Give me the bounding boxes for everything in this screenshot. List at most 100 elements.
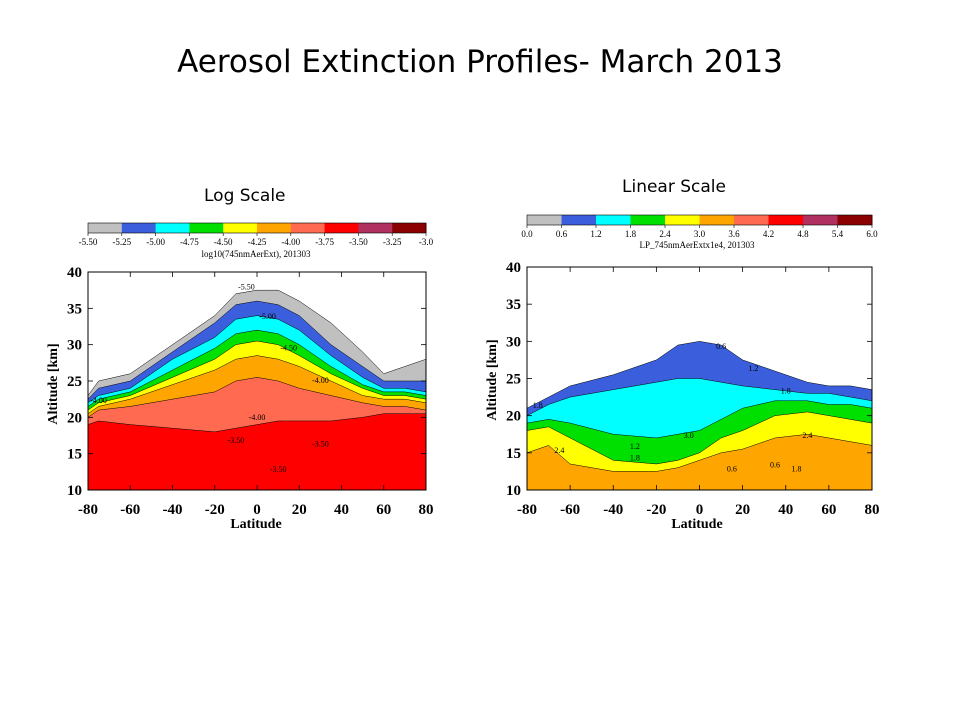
log-colorbar-tick: -4.00 bbox=[281, 237, 300, 247]
linear-x-tick-label: 20 bbox=[735, 502, 750, 518]
log-contour-label: -3.50 bbox=[312, 439, 329, 448]
linear-contour-plot: -80 -60 -40 -20 0 20 40 60 80 10 15 20 25 30 35 40 0.6 1.… bbox=[506, 260, 880, 518]
linear-colorbar-swatch bbox=[837, 215, 873, 225]
linear-x-tick-label: 60 bbox=[821, 502, 836, 518]
linear-contour-label: 1.2 bbox=[748, 364, 758, 373]
linear-contour-label: 3.0 bbox=[684, 431, 694, 440]
log-colorbar-tick: -5.50 bbox=[79, 237, 98, 247]
log-contour-label: -4.00 bbox=[312, 376, 329, 385]
log-y-tick-label: 30 bbox=[67, 338, 82, 354]
linear-colorbar-swatch bbox=[561, 215, 597, 225]
log-colorbar-tick: -4.25 bbox=[248, 237, 267, 247]
log-colorbar-swatch bbox=[88, 223, 123, 233]
log-x-tick-label: 80 bbox=[419, 502, 434, 518]
linear-colorbar-swatch bbox=[734, 215, 769, 225]
linear-colorbar-tick: 3.0 bbox=[694, 229, 706, 239]
linear-y-tick-label: 10 bbox=[506, 483, 521, 499]
log-x-tick-label: -20 bbox=[205, 502, 225, 518]
linear-contour-label: 2.4 bbox=[554, 446, 564, 455]
log-colorbar-swatch bbox=[257, 223, 292, 233]
linear-contour-label: 0.6 bbox=[727, 464, 737, 473]
log-scale-label: Log Scale bbox=[204, 186, 286, 206]
linear-colorbar-swatch bbox=[768, 215, 804, 225]
linear-x-tick-label: -40 bbox=[603, 502, 623, 518]
linear-colorbar-tick: 0.6 bbox=[556, 229, 568, 239]
linear-colorbar-tick: 6.0 bbox=[866, 229, 878, 239]
linear-y-axis-label: Altitude [km] bbox=[485, 339, 500, 420]
linear-x-tick-label: 0 bbox=[696, 502, 704, 518]
linear-colorbar-tick: 1.8 bbox=[625, 229, 637, 239]
log-y-tick-label: 20 bbox=[67, 410, 82, 426]
linear-contour-label: 1.8 bbox=[630, 453, 640, 462]
log-x-tick-label: -60 bbox=[120, 502, 140, 518]
linear-x-tick-label: -80 bbox=[517, 502, 537, 518]
linear-contour-label: 1.8 bbox=[533, 401, 543, 410]
linear-y-tick-label: 40 bbox=[506, 260, 521, 276]
log-x-tick-label: 20 bbox=[292, 502, 307, 518]
linear-contour-label: 0.6 bbox=[716, 342, 726, 351]
log-colorbar-tick: -3.50 bbox=[349, 237, 368, 247]
log-colorbar-swatch bbox=[290, 223, 326, 233]
linear-contour-label: 1.2 bbox=[630, 442, 640, 451]
linear-contour-label: 2.4 bbox=[802, 431, 812, 440]
log-colorbar-swatch bbox=[189, 223, 224, 233]
log-colorbar-tick: -5.25 bbox=[112, 237, 131, 247]
log-contour-label: -4.00 bbox=[90, 396, 107, 405]
linear-contour-label: 1.8 bbox=[792, 464, 802, 473]
linear-y-tick-label: 30 bbox=[506, 334, 521, 350]
linear-colorbar-swatch bbox=[527, 215, 562, 225]
linear-colorbar-tick: 2.4 bbox=[659, 229, 671, 239]
log-x-tick-label: 40 bbox=[334, 502, 349, 518]
linear-colorbar-swatch bbox=[699, 215, 735, 225]
log-colorbar-swatch bbox=[358, 223, 393, 233]
log-x-tick-label: -40 bbox=[163, 502, 183, 518]
log-x-axis-label: Latitude bbox=[230, 517, 281, 532]
log-colorbar-swatch bbox=[392, 223, 427, 233]
log-colorbar: -5.50 -5.25 -5.00 -4.75 -4.50 -4.25 -4.00 -3.75… bbox=[79, 222, 434, 247]
log-colorbar-swatch bbox=[223, 223, 258, 233]
log-contour-label: -3.50 bbox=[270, 465, 287, 474]
linear-y-tick-label: 20 bbox=[506, 409, 521, 425]
log-colorbar-tick: -4.50 bbox=[214, 237, 233, 247]
linear-colorbar-swatch bbox=[665, 215, 700, 225]
linear-colorbar-tick: 1.2 bbox=[590, 229, 601, 239]
log-contour-label: -4.00 bbox=[249, 413, 266, 422]
linear-x-tick-label: 80 bbox=[865, 502, 880, 518]
linear-x-axis-label: Latitude bbox=[671, 517, 722, 532]
log-y-tick-label: 15 bbox=[67, 447, 82, 463]
log-colorbar-label: log10(745nmAerExt), 201303 bbox=[202, 249, 311, 259]
log-colorbar-tick: -3.0 bbox=[419, 237, 434, 247]
linear-contour-band bbox=[527, 433, 872, 490]
log-y-tick-label: 35 bbox=[67, 301, 82, 317]
linear-x-tick-label: 40 bbox=[778, 502, 793, 518]
log-x-tick-label: 0 bbox=[253, 502, 261, 518]
log-colorbar-tick: -3.75 bbox=[315, 237, 334, 247]
log-contour-label: -5.00 bbox=[259, 312, 276, 321]
log-contour-plot: -80 -60 -40 -20 0 20 40 60 80 10 15 20 25 30 35 40 -5.50… bbox=[67, 265, 434, 518]
log-contour-label: -3.50 bbox=[228, 436, 245, 445]
linear-colorbar-label: LP_745nmAerExtx1e4, 201303 bbox=[640, 240, 755, 250]
linear-colorbar-tick: 4.8 bbox=[797, 229, 809, 239]
linear-x-tick-label: -20 bbox=[646, 502, 666, 518]
linear-colorbar: 0.0 0.6 1.2 1.8 2.4 3.0 3.6 4.2 4.8 5.4 6.0 bbox=[521, 214, 878, 239]
log-y-tick-label: 25 bbox=[67, 374, 82, 390]
linear-y-tick-label: 15 bbox=[506, 446, 521, 462]
linear-colorbar-tick: 3.6 bbox=[728, 229, 740, 239]
log-colorbar-tick: -4.75 bbox=[180, 237, 199, 247]
linear-colorbar-swatch bbox=[596, 215, 631, 225]
log-contour-label: -5.50 bbox=[238, 282, 255, 291]
slide-title: Aerosol Extinction Profiles- March 2013 bbox=[177, 44, 783, 80]
linear-contour-label: 0.6 bbox=[770, 461, 780, 470]
log-colorbar-tick: -3.25 bbox=[383, 237, 402, 247]
linear-colorbar-tick: 5.4 bbox=[832, 229, 844, 239]
linear-y-tick-label: 25 bbox=[506, 372, 521, 388]
linear-colorbar-tick: 4.2 bbox=[763, 229, 774, 239]
log-y-axis-label: Altitude [km] bbox=[46, 343, 61, 424]
linear-scale-label: Linear Scale bbox=[622, 177, 726, 197]
linear-y-tick-label: 35 bbox=[506, 297, 521, 313]
log-y-tick-label: 10 bbox=[67, 483, 82, 499]
log-contour-band bbox=[88, 413, 426, 490]
linear-colorbar-swatch bbox=[630, 215, 666, 225]
log-colorbar-swatch bbox=[155, 223, 190, 233]
